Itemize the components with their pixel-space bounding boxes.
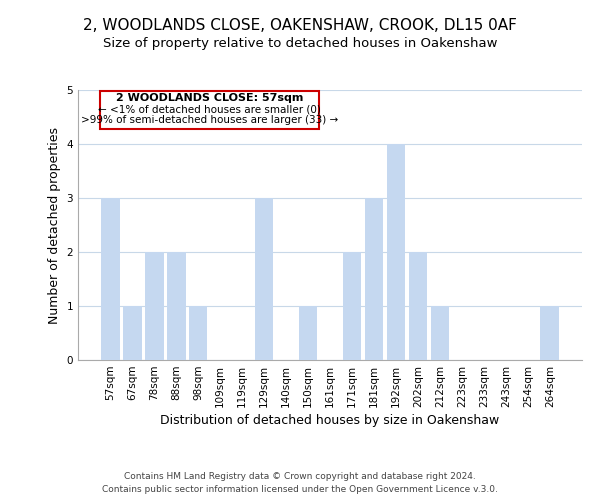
Bar (431, 306, 449, 360)
Text: 2, WOODLANDS CLOSE, OAKENSHAW, CROOK, DL15 0AF: 2, WOODLANDS CLOSE, OAKENSHAW, CROOK, DL… (83, 18, 517, 32)
Text: Size of property relative to detached houses in Oakenshaw: Size of property relative to detached ho… (103, 38, 497, 51)
Bar (409, 252, 427, 360)
Bar (365, 198, 383, 360)
Text: ← <1% of detached houses are smaller (0): ← <1% of detached houses are smaller (0) (98, 104, 321, 115)
Y-axis label: Number of detached properties: Number of detached properties (48, 126, 61, 324)
Bar (343, 252, 361, 360)
Text: 2 WOODLANDS CLOSE: 57sqm: 2 WOODLANDS CLOSE: 57sqm (116, 92, 303, 102)
Bar (255, 198, 274, 360)
Bar (189, 306, 208, 360)
Bar (145, 252, 164, 360)
X-axis label: Distribution of detached houses by size in Oakenshaw: Distribution of detached houses by size … (160, 414, 500, 427)
Text: >99% of semi-detached houses are larger (33) →: >99% of semi-detached houses are larger … (81, 116, 338, 126)
Bar (123, 306, 142, 360)
Bar (386, 144, 405, 360)
Bar (299, 306, 317, 360)
Text: Contains HM Land Registry data © Crown copyright and database right 2024.: Contains HM Land Registry data © Crown c… (124, 472, 476, 481)
Bar (167, 252, 185, 360)
Bar (101, 198, 119, 360)
FancyBboxPatch shape (100, 91, 319, 129)
Text: Contains public sector information licensed under the Open Government Licence v.: Contains public sector information licen… (102, 485, 498, 494)
Bar (541, 306, 559, 360)
